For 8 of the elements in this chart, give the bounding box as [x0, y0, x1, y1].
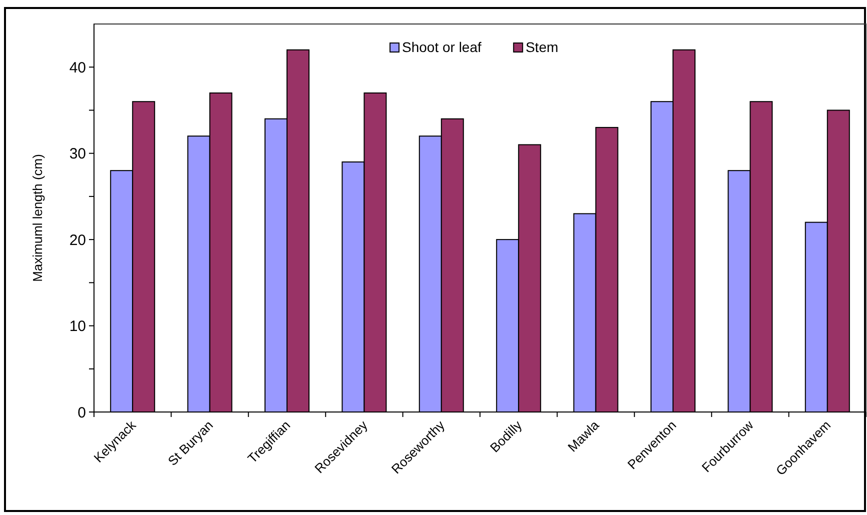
- legend-label: Shoot or leaf: [402, 39, 482, 55]
- y-tick-label: 0: [78, 404, 86, 422]
- y-tick-label: 10: [69, 318, 86, 336]
- y-axis-title: Maximuml length (cm): [30, 154, 45, 282]
- y-tick-label: 30: [69, 146, 86, 163]
- legend-label: Stem: [526, 39, 558, 55]
- y-tick-label: 40: [69, 59, 86, 76]
- y-tick-label: 20: [69, 232, 86, 249]
